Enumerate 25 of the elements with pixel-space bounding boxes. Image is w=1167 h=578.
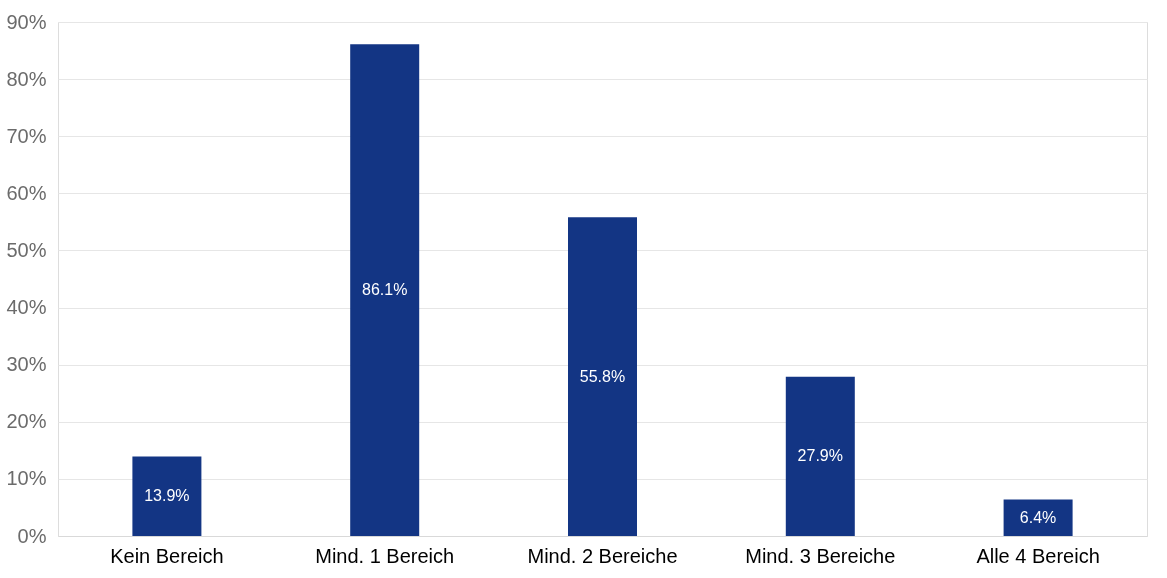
x-tick-label: Mind. 2 Bereiche <box>527 544 678 567</box>
data-label: 13.9% <box>144 487 190 505</box>
y-tick-label: 20% <box>6 410 47 433</box>
bar <box>1003 499 1073 536</box>
x-tick-label: Mind. 1 Bereich <box>315 544 455 567</box>
y-tick-label: 10% <box>6 467 47 490</box>
data-label: 6.4% <box>1019 508 1057 526</box>
x-tick-label: Mind. 3 Bereiche <box>745 544 896 567</box>
y-tick-label: 80% <box>6 67 47 90</box>
y-tick-label: 70% <box>6 124 47 147</box>
y-tick-label: 60% <box>6 181 47 204</box>
y-tick-label: 90% <box>6 10 47 33</box>
x-tick-label: Kein Bereich <box>110 544 224 567</box>
x-tick-label: Alle 4 Bereich <box>976 544 1100 567</box>
bar <box>785 376 855 536</box>
y-tick-label: 50% <box>6 238 47 261</box>
data-label: 86.1% <box>362 281 408 299</box>
bar <box>350 44 420 536</box>
bar <box>132 456 202 536</box>
data-label: 55.8% <box>579 367 626 385</box>
bar <box>568 217 637 536</box>
y-tick-label: 0% <box>17 524 47 547</box>
y-tick-label: 40% <box>6 296 47 319</box>
y-tick-label: 30% <box>6 353 47 376</box>
data-label: 27.9% <box>797 447 843 465</box>
